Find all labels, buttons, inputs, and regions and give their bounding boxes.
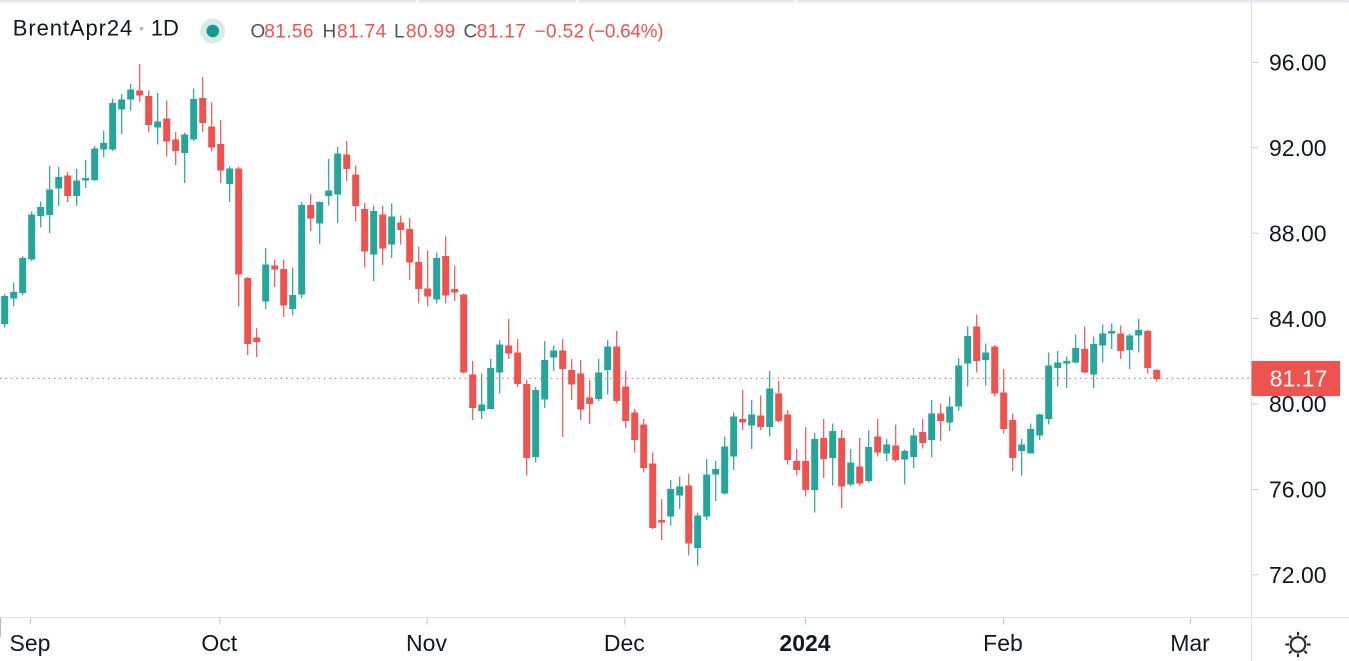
svg-text:−0.52: −0.52 [535,22,585,43]
svg-text:81.56: 81.56 [264,22,314,43]
svg-text:Oct: Oct [201,630,237,656]
svg-text:BrentApr24: BrentApr24 [13,16,133,41]
svg-text:81.74: 81.74 [337,22,387,43]
svg-text:C: C [464,22,478,43]
svg-text:Mar: Mar [1170,630,1210,656]
svg-text:2024: 2024 [779,630,830,656]
svg-text:81.17: 81.17 [1270,366,1328,392]
svg-text:72.00: 72.00 [1269,562,1327,588]
svg-text:O: O [251,22,266,43]
svg-text:Sep: Sep [10,630,51,656]
svg-text:Dec: Dec [604,630,645,656]
svg-text:80.99: 80.99 [406,22,456,43]
svg-text:88.00: 88.00 [1269,220,1327,246]
svg-text:H: H [323,22,337,43]
svg-text:81.17: 81.17 [477,22,527,43]
svg-text:Feb: Feb [983,630,1023,656]
svg-text:Nov: Nov [406,630,447,656]
svg-text:1D: 1D [151,16,179,41]
svg-text:76.00: 76.00 [1269,477,1327,503]
svg-text:(−0.64%): (−0.64%) [588,22,663,43]
svg-text:92.00: 92.00 [1269,135,1327,161]
svg-text:96.00: 96.00 [1269,50,1327,76]
svg-text:84.00: 84.00 [1269,306,1327,332]
svg-text:L: L [394,22,405,43]
